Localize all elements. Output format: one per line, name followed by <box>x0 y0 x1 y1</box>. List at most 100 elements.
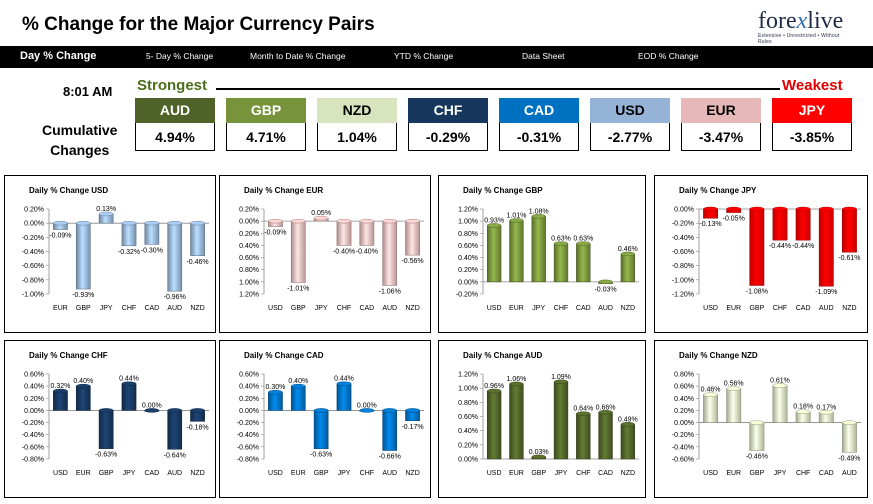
x-tick-label: EUR <box>726 470 741 477</box>
strongest-label: Strongest <box>137 77 208 94</box>
currency-cumulative-value: -3.47% <box>681 123 761 151</box>
data-label: -0.44% <box>792 243 814 250</box>
currency-cumulative-value: -3.85% <box>772 123 852 151</box>
currency-box-jpy: JPY -3.85% <box>772 98 852 154</box>
bar-jpy <box>531 216 546 283</box>
x-tick-label: EUR <box>53 305 68 312</box>
bar-nzd <box>620 253 636 283</box>
bar-cap <box>576 411 591 416</box>
y-tick-label: -0.40% <box>237 432 259 439</box>
bar-cap <box>842 420 857 425</box>
bar-cap <box>75 383 91 389</box>
y-tick-label: 0.40% <box>458 255 478 262</box>
y-tick-label: 0.00% <box>239 219 259 226</box>
bar-cap <box>598 410 613 415</box>
tab-month-to-date-change[interactable]: Month to Date % Change <box>250 51 346 61</box>
data-label: 0.63% <box>551 236 571 243</box>
x-tick-label: CAD <box>598 470 613 477</box>
y-tick-label: -0.20% <box>22 420 44 427</box>
bar-cap <box>98 211 114 217</box>
forexlive-logo[interactable]: forexlive Extensive • Unrestricted • Wit… <box>758 8 854 45</box>
x-tick-label: NZD <box>405 305 419 312</box>
currency-box-aud: AUD 4.94% <box>135 98 215 154</box>
bar-usd <box>53 390 68 411</box>
tab-ytd-change[interactable]: YTD % Change <box>394 51 454 61</box>
x-tick-label: GBP <box>99 470 114 477</box>
bar-cap <box>795 206 811 212</box>
cumulative-label-line1: Cumulative <box>42 122 118 138</box>
y-tick-label: 0.80% <box>458 400 478 407</box>
chart-aud: Daily % Change AUD 1.20% 1.00% 0.80% 0.60% 0.… <box>438 340 646 498</box>
bar-cap <box>531 214 546 219</box>
chart-eur: Daily % Change EUR 0.20% 0.00% 0.20% 0.40% 0.… <box>219 175 431 333</box>
y-tick-label: 0.20% <box>458 442 478 449</box>
tab-eod-change[interactable]: EOD % Change <box>638 51 699 61</box>
logo-tagline: Extensive • Unrestricted • Without Rules <box>758 33 840 45</box>
bar-usd <box>703 394 718 423</box>
data-label: 0.46% <box>701 387 721 394</box>
bar-cap <box>53 388 68 394</box>
bar-cad <box>359 220 375 246</box>
data-label: 0.46% <box>618 246 638 253</box>
data-label: 0.03% <box>529 449 549 456</box>
currency-cumulative-value: 4.71% <box>226 123 306 151</box>
data-label: 0.18% <box>793 404 813 411</box>
bar-cap <box>190 220 205 226</box>
x-tick-label: GBP <box>531 470 546 477</box>
x-tick-label: NZD <box>190 470 204 477</box>
bar-gbp <box>749 208 765 286</box>
strength-scale-line <box>216 88 780 90</box>
bar-cap <box>144 408 160 413</box>
data-label: -0.05% <box>723 216 745 223</box>
y-tick-label: 0.40% <box>458 428 478 435</box>
bar-cap <box>703 206 718 212</box>
x-tick-label: CHF <box>122 305 136 312</box>
chart-cad: Daily % Change CAD 0.60% 0.40% 0.20% 0.00% -0… <box>219 340 431 498</box>
bar-cap <box>336 218 352 224</box>
page-title: % Change for the Major Currency Pairs <box>22 14 375 35</box>
bar-nzd <box>842 208 857 253</box>
chart-gbp: Daily % Change GBP 1.20% 1.00% 0.80% 0.60% 0.… <box>438 175 646 333</box>
x-tick-label: CAD <box>144 470 159 477</box>
y-tick-label: 1.00% <box>458 219 478 226</box>
bar-cap <box>620 422 635 427</box>
x-tick-label: EUR <box>509 470 524 477</box>
tab-day-change[interactable]: Day % Change <box>20 50 97 62</box>
x-tick-label: GBP <box>314 470 329 477</box>
data-label: -0.32% <box>118 249 140 256</box>
x-tick-label: AUD <box>819 305 834 312</box>
bar-gbp <box>290 220 306 283</box>
bar-aud <box>818 208 834 287</box>
currency-box-eur: EUR -3.47% <box>681 98 761 154</box>
bar-nzd <box>405 220 420 256</box>
currency-box-cad: CAD -0.31% <box>499 98 579 154</box>
data-label: 0.00% <box>142 402 162 409</box>
y-tick-label: 0.20% <box>239 396 259 403</box>
x-tick-label: EUR <box>726 305 741 312</box>
x-tick-label: CHF <box>337 305 351 312</box>
y-tick-label: 0.00% <box>458 279 478 286</box>
tab-data-sheet[interactable]: Data Sheet <box>522 51 565 61</box>
data-label: -0.46% <box>186 259 208 266</box>
data-label: 0.13% <box>96 206 116 213</box>
bar-cad <box>576 243 591 283</box>
y-tick-label: 0.60% <box>239 255 259 262</box>
y-tick-label: 0.60% <box>458 414 478 421</box>
data-label: -0.13% <box>699 221 721 228</box>
data-label: -0.96% <box>164 294 186 301</box>
x-tick-label: JPY <box>555 470 568 477</box>
bar-cap <box>487 223 502 228</box>
currency-cumulative-value: 4.94% <box>135 123 215 151</box>
y-tick-label: 0.20% <box>24 207 44 214</box>
x-tick-label: JPY <box>338 470 351 477</box>
bar-eur <box>75 385 91 411</box>
x-tick-label: GBP <box>291 305 306 312</box>
bar-cap <box>509 381 524 387</box>
chart-title: Daily % Change JPY <box>679 186 757 195</box>
x-tick-label: AUD <box>167 470 182 477</box>
chart-jpy: Daily % Change JPY 0.00% -0.20% -0.40% -0.60… <box>654 175 868 333</box>
y-tick-label: 0.20% <box>674 408 694 415</box>
chart-nzd-svg: Daily % Change NZD 0.80% 0.60% 0.40% 0.20% 0.… <box>672 351 861 477</box>
data-label: 1.08% <box>529 208 549 215</box>
tab-5-day-change[interactable]: 5- Day % Change <box>146 51 214 61</box>
